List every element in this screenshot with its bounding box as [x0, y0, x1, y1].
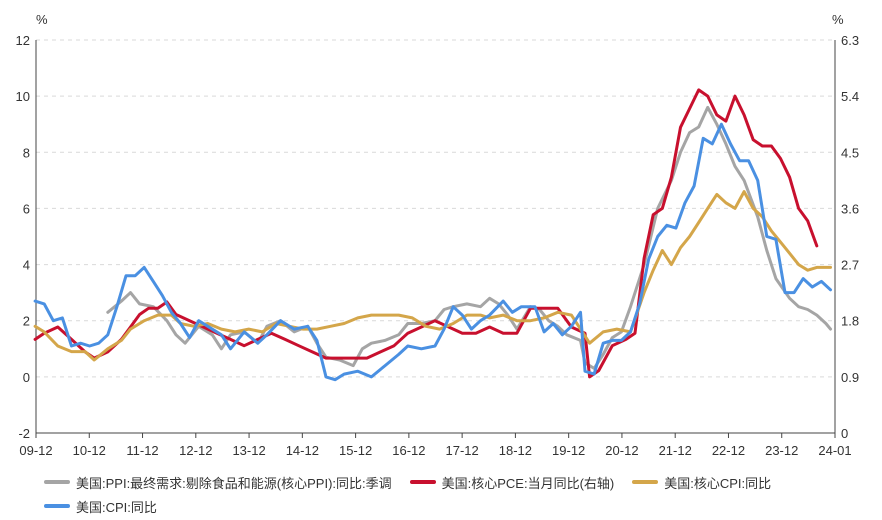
y-right-unit: %	[832, 12, 844, 27]
y-left-unit: %	[36, 12, 48, 27]
y-right-tick-label: 0.9	[841, 370, 859, 385]
y-right-tick-label: 6.3	[841, 33, 859, 48]
legend: 美国:PPI:最终需求:剔除食品和能源(核心PPI):同比:季调 美国:核心PCE…	[44, 470, 874, 518]
x-tick-label: 16-12	[392, 443, 425, 458]
x-tick-label: 20-12	[605, 443, 638, 458]
legend-item-3: 美国:CPI:同比	[44, 494, 157, 518]
series-layer	[33, 88, 832, 382]
legend-swatch	[44, 504, 70, 508]
legend-label: 美国:核心CPI:同比	[664, 475, 772, 491]
y-right-tick-label: 4.5	[841, 145, 859, 160]
y-left-tick-label: 6	[23, 201, 30, 216]
series-line-1	[33, 88, 819, 379]
x-tick-label: 18-12	[499, 443, 532, 458]
x-tick-label: 21-12	[659, 443, 692, 458]
x-tick-label: 15-12	[339, 443, 372, 458]
series-line-3	[33, 122, 832, 382]
y-left-tick-label: 4	[23, 258, 30, 273]
x-tick-label: 10-12	[73, 443, 106, 458]
y-right-tick-label: 3.6	[841, 201, 859, 216]
legend-label: 美国:CPI:同比	[76, 499, 157, 515]
x-tick-label: 13-12	[232, 443, 265, 458]
legend-swatch	[409, 480, 436, 484]
y-left-tick-label: 2	[23, 314, 30, 329]
y-right-tick-label: 0	[841, 426, 848, 441]
legend-swatch	[632, 480, 659, 484]
x-tick-label: 23-12	[765, 443, 798, 458]
legend-swatch	[44, 480, 70, 484]
x-tick-label: 12-12	[179, 443, 212, 458]
x-tick-label: 24-01	[818, 443, 851, 458]
legend-item-0: 美国:PPI:最终需求:剔除食品和能源(核心PPI):同比:季调	[44, 470, 392, 494]
grid-lines	[36, 39, 835, 434]
x-tick-label: 09-12	[19, 443, 52, 458]
legend-item-1: 美国:核心PCE:当月同比(右轴)	[409, 470, 615, 494]
series-line-2	[33, 190, 832, 362]
y-right-tick-label: 5.4	[841, 89, 859, 104]
axes: -2 0 2 4 6 8 10 12 0 0.9 1.8 2.7 3.6 4.5 5.4 6.3 09-12 10…	[16, 33, 860, 458]
x-tick-label: 17-12	[446, 443, 479, 458]
y-left-tick-label: 8	[23, 145, 30, 160]
series-line-0	[106, 105, 832, 370]
y-left-tick-label: 10	[16, 89, 30, 104]
x-tick-label: 22-12	[712, 443, 745, 458]
x-tick-label: 14-12	[286, 443, 319, 458]
x-tick-label: 19-12	[552, 443, 585, 458]
y-left-tick-label: -2	[18, 426, 30, 441]
legend-item-2: 美国:核心CPI:同比	[632, 470, 771, 494]
y-left-tick-label: 12	[16, 33, 30, 48]
y-right-tick-label: 1.8	[841, 314, 859, 329]
x-tick-label: 11-12	[126, 443, 158, 458]
y-left-tick-label: 0	[23, 370, 30, 385]
legend-label: 美国:核心PCE:当月同比(右轴)	[441, 475, 615, 491]
y-right-tick-label: 2.7	[841, 258, 859, 273]
legend-label: 美国:PPI:最终需求:剔除食品和能源(核心PPI):同比:季调	[76, 475, 392, 491]
